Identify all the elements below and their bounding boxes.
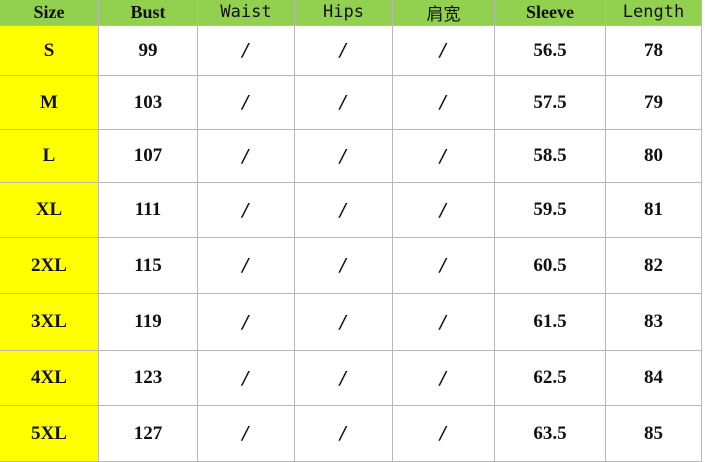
cell-shoulder: / — [392, 405, 495, 462]
table-row: 4XL 123///62.5 84 — [0, 350, 702, 406]
cell-sleeve: 58.5 — [494, 129, 606, 183]
header-length: Length — [605, 0, 702, 26]
cell-hips: / — [294, 350, 393, 406]
header-sleeve: Sleeve — [494, 0, 606, 26]
cell-waist: / — [197, 293, 295, 351]
cell-bust: 115 — [98, 237, 198, 294]
cell-hips: / — [294, 75, 393, 130]
cell-length: 80 — [605, 129, 702, 183]
cell-sleeve: 57.5 — [494, 75, 606, 130]
cell-waist: / — [197, 237, 295, 294]
cell-size: S — [0, 25, 99, 76]
cell-bust: 127 — [98, 405, 198, 462]
cell-length: 79 — [605, 75, 702, 130]
cell-waist: / — [197, 405, 295, 462]
cell-sleeve: 61.5 — [494, 293, 606, 351]
cell-shoulder: / — [392, 129, 495, 183]
cell-waist: / — [197, 182, 295, 238]
table-row: 5XL 127///63.5 85 — [0, 405, 702, 462]
cell-shoulder: / — [392, 182, 495, 238]
header-bust: Bust — [98, 0, 198, 26]
cell-length: 82 — [605, 237, 702, 294]
cell-size: 2XL — [0, 237, 99, 294]
cell-shoulder: / — [392, 75, 495, 130]
cell-hips: / — [294, 405, 393, 462]
cell-waist: / — [197, 350, 295, 406]
cell-waist: / — [197, 25, 295, 76]
table-row: M 103///57.5 79 — [0, 75, 702, 130]
header-hips: Hips — [294, 0, 393, 26]
header-row: Size Bust Waist Hips 肩宽 Sleeve Length — [0, 0, 702, 26]
cell-size: M — [0, 75, 99, 130]
table-row: 3XL 119///61.5 83 — [0, 293, 702, 351]
cell-hips: / — [294, 182, 393, 238]
header-shoulder: 肩宽 — [392, 0, 495, 26]
header-size: Size — [0, 0, 99, 26]
table-row: 2XL 115///60.5 82 — [0, 237, 702, 294]
cell-sleeve: 63.5 — [494, 405, 606, 462]
cell-hips: / — [294, 129, 393, 183]
cell-sleeve: 56.5 — [494, 25, 606, 76]
cell-bust: 119 — [98, 293, 198, 351]
cell-length: 78 — [605, 25, 702, 76]
table-row: S 99///56.5 78 — [0, 25, 702, 76]
cell-sleeve: 60.5 — [494, 237, 606, 294]
header-waist: Waist — [197, 0, 295, 26]
cell-size: L — [0, 129, 99, 183]
cell-length: 85 — [605, 405, 702, 462]
cell-shoulder: / — [392, 293, 495, 351]
cell-bust: 103 — [98, 75, 198, 130]
table-row: L 107///58.5 80 — [0, 129, 702, 183]
cell-hips: / — [294, 293, 393, 351]
cell-shoulder: / — [392, 25, 495, 76]
table-row: XL 111///59.5 81 — [0, 182, 702, 238]
cell-size: 3XL — [0, 293, 99, 351]
cell-sleeve: 59.5 — [494, 182, 606, 238]
cell-bust: 111 — [98, 182, 198, 238]
cell-sleeve: 62.5 — [494, 350, 606, 406]
cell-size: 5XL — [0, 405, 99, 462]
cell-length: 81 — [605, 182, 702, 238]
cell-hips: / — [294, 25, 393, 76]
cell-length: 83 — [605, 293, 702, 351]
cell-hips: / — [294, 237, 393, 294]
cell-size: XL — [0, 182, 99, 238]
cell-shoulder: / — [392, 237, 495, 294]
cell-size: 4XL — [0, 350, 99, 406]
cell-waist: / — [197, 75, 295, 130]
cell-waist: / — [197, 129, 295, 183]
cell-length: 84 — [605, 350, 702, 406]
cell-bust: 123 — [98, 350, 198, 406]
cell-shoulder: / — [392, 350, 495, 406]
cell-bust: 99 — [98, 25, 198, 76]
cell-bust: 107 — [98, 129, 198, 183]
